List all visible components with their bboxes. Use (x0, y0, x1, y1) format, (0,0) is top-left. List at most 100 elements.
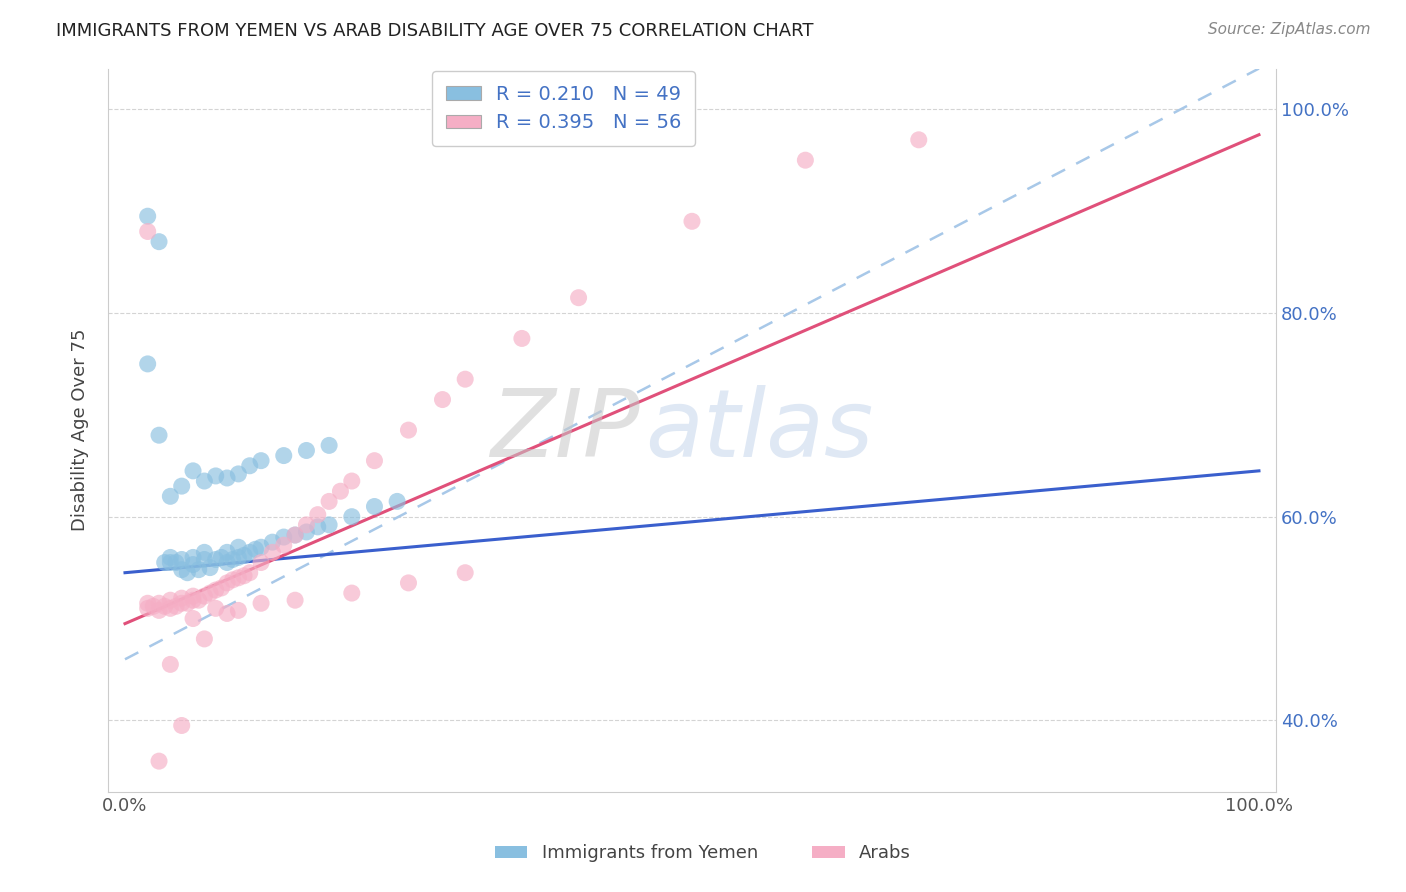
Point (385, 494, 408, 508)
Point (148, 596, 170, 610)
Point (222, 552, 245, 566)
Point (239, 458, 262, 473)
Point (198, 560, 221, 574)
Point (215, 575, 238, 590)
Point (794, 153, 817, 168)
Point (307, 520, 329, 534)
Point (136, 209, 159, 223)
Point (250, 556, 273, 570)
Point (165, 556, 187, 570)
Point (187, 593, 209, 607)
Point (176, 596, 198, 610)
Point (187, 563, 209, 577)
Point (295, 524, 318, 539)
Point (136, 596, 159, 610)
Text: Source: ZipAtlas.com: Source: ZipAtlas.com (1208, 22, 1371, 37)
Point (193, 545, 215, 559)
Point (153, 556, 176, 570)
Text: IMMIGRANTS FROM YEMEN VS ARAB DISABILITY AGE OVER 75 CORRELATION CHART: IMMIGRANTS FROM YEMEN VS ARAB DISABILITY… (56, 22, 814, 40)
Point (239, 545, 262, 559)
Point (204, 582, 226, 597)
Point (181, 464, 204, 478)
Point (454, 372, 477, 386)
Point (136, 225, 159, 239)
Text: ZIP: ZIP (489, 384, 640, 475)
Legend: Immigrants from Yemen, Arabs: Immigrants from Yemen, Arabs (488, 838, 918, 870)
Point (204, 601, 226, 615)
Point (295, 443, 318, 458)
Point (239, 566, 262, 580)
Legend: R = 0.210   N = 49, R = 0.395   N = 56: R = 0.210 N = 49, R = 0.395 N = 56 (432, 71, 695, 146)
Point (159, 657, 181, 672)
Point (159, 593, 181, 607)
Point (454, 566, 477, 580)
Point (233, 549, 256, 563)
Point (198, 586, 221, 600)
Point (193, 474, 215, 488)
Point (284, 528, 307, 542)
Point (250, 541, 273, 555)
Point (159, 550, 181, 565)
Point (193, 552, 215, 566)
Point (228, 541, 250, 555)
Point (245, 542, 267, 557)
Point (170, 591, 193, 606)
Point (907, 133, 929, 147)
Point (295, 517, 318, 532)
Point (340, 586, 363, 600)
Point (363, 453, 385, 467)
Point (262, 545, 284, 559)
Point (398, 575, 420, 590)
Point (209, 550, 232, 565)
Point (318, 517, 340, 532)
Point (250, 453, 273, 467)
Point (170, 479, 193, 493)
Point (136, 357, 159, 371)
Point (681, 214, 703, 228)
Point (148, 603, 170, 617)
Point (228, 467, 250, 481)
Point (148, 428, 170, 442)
Point (181, 593, 204, 607)
Point (568, 291, 591, 305)
Point (222, 573, 245, 587)
Point (215, 471, 238, 485)
Point (181, 558, 204, 572)
Point (273, 449, 295, 463)
Point (153, 599, 176, 614)
Point (193, 632, 215, 646)
Point (215, 556, 238, 570)
Point (170, 596, 193, 610)
Point (142, 599, 165, 614)
Point (432, 392, 454, 407)
Point (159, 601, 181, 615)
Point (284, 593, 307, 607)
Point (398, 423, 420, 437)
Point (307, 508, 329, 522)
Point (329, 484, 352, 499)
Point (159, 489, 181, 503)
Point (363, 500, 385, 514)
Point (273, 538, 295, 552)
Point (181, 589, 204, 603)
Point (250, 596, 273, 610)
Point (215, 607, 238, 621)
Point (204, 469, 226, 483)
Text: atlas: atlas (645, 384, 873, 475)
Point (148, 235, 170, 249)
Point (228, 571, 250, 585)
Point (176, 566, 198, 580)
Point (318, 494, 340, 508)
Point (233, 568, 256, 582)
Point (181, 550, 204, 565)
Point (193, 589, 215, 603)
Point (273, 530, 295, 544)
Point (318, 438, 340, 452)
Point (136, 601, 159, 615)
Y-axis label: Disability Age Over 75: Disability Age Over 75 (72, 329, 89, 532)
Point (209, 581, 232, 595)
Point (228, 550, 250, 565)
Point (181, 611, 204, 625)
Point (262, 535, 284, 549)
Point (170, 718, 193, 732)
